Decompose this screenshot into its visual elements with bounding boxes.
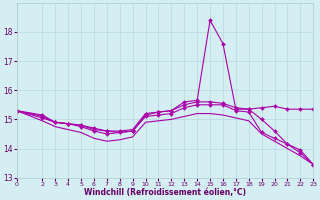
X-axis label: Windchill (Refroidissement éolien,°C): Windchill (Refroidissement éolien,°C) [84,188,246,197]
